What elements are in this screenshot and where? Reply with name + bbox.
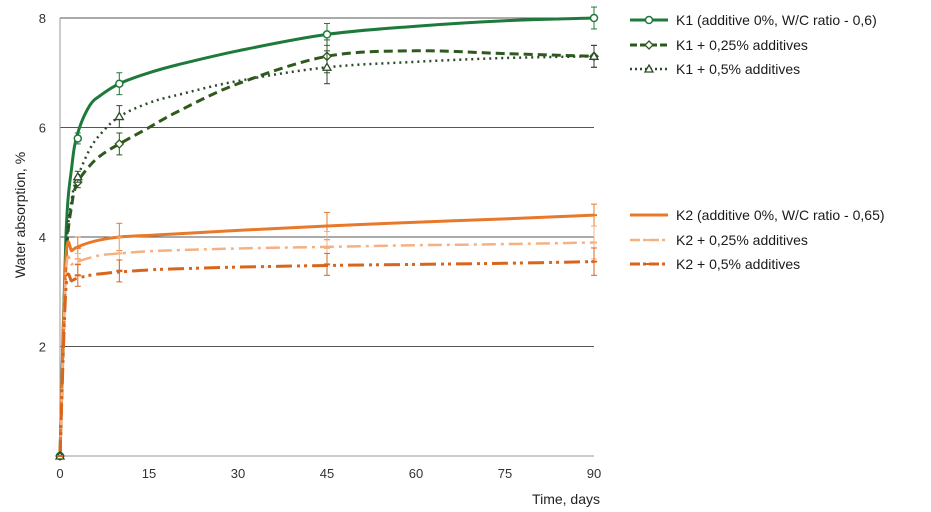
data-point-s3 (72, 171, 83, 181)
y-tick-label: 6 (39, 121, 46, 136)
series-markers (54, 6, 600, 461)
x-tick-label: 0 (56, 466, 63, 481)
x-tick-label: 60 (409, 466, 423, 481)
tick-labels: 0 15 30 45 60 75 90 2 4 6 8 (39, 11, 601, 481)
x-tick-label: 75 (498, 466, 512, 481)
legend-label-2: K1 + 0,25% additives (676, 37, 808, 53)
series-line-6 (58, 260, 595, 457)
x-tick-label: 15 (142, 466, 156, 481)
legend-marker-3 (643, 63, 655, 73)
legend: K1 (additive 0%, W/C ratio - 0,6) K1 + 0,… (630, 12, 885, 272)
data-point-s3 (321, 61, 333, 71)
legend-marker-2 (644, 40, 654, 50)
legend-marker-1 (644, 15, 654, 25)
legend-label-4: K2 (additive 0%, W/C ratio - 0,65) (676, 207, 885, 223)
x-axis-title: Time, days (532, 491, 600, 507)
data-point-s1 (322, 30, 332, 39)
series-line-2 (58, 49, 595, 457)
axes (59, 18, 594, 457)
y-axis-title: Water absorption, % (12, 152, 28, 278)
legend-label-3: K1 + 0,5% additives (676, 61, 800, 77)
data-point-s3 (588, 51, 600, 60)
data-point-s3 (114, 111, 125, 121)
data-point-s1 (73, 134, 83, 143)
series-line-4 (58, 213, 595, 457)
y-tick-label: 8 (39, 11, 46, 26)
legend-label-5: K2 + 0,25% additives (676, 232, 808, 248)
legend-label-6: K2 + 0,5% additives (676, 256, 800, 272)
x-tick-label: 30 (231, 466, 245, 481)
x-tick-label: 45 (320, 466, 334, 481)
series-line-3 (58, 55, 595, 457)
y-tick-label: 4 (39, 230, 46, 245)
data-point-s1 (115, 79, 124, 88)
legend-label-1: K1 (additive 0%, W/C ratio - 0,6) (676, 12, 877, 28)
series-line-1 (58, 16, 595, 457)
data-point-s1 (589, 13, 599, 23)
y-tick-label: 2 (39, 340, 46, 355)
x-tick-label: 90 (587, 466, 601, 481)
data-point-s2 (114, 139, 125, 149)
series-line-5 (58, 241, 595, 457)
series-lines (58, 16, 595, 457)
